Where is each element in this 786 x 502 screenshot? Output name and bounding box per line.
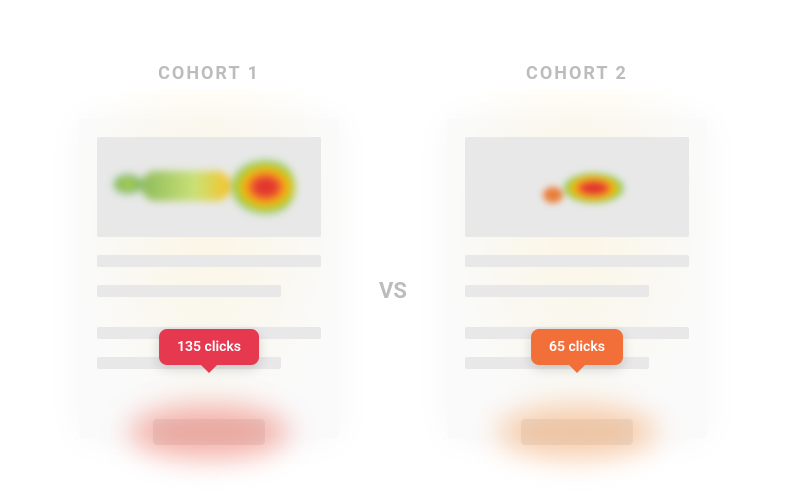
cohort-2-card: 65 clicks (447, 119, 707, 439)
cohort-1-button-placeholder (153, 419, 265, 445)
button-heat-glow (497, 405, 657, 459)
tooltip-label: 65 clicks (549, 339, 605, 355)
cohort-2-hero-placeholder (465, 137, 689, 237)
tooltip-label: 135 clicks (177, 339, 241, 355)
vs-label: VS (379, 279, 407, 304)
cohort-1-hero-placeholder (97, 137, 321, 237)
cohort-2-heatmap (465, 137, 689, 237)
cohort-2-clicks-tooltip: 65 clicks (531, 329, 623, 365)
text-line-placeholder (465, 255, 689, 267)
cohort-1-clicks-tooltip: 135 clicks (159, 329, 259, 365)
cohort-1-card: 135 clicks (79, 119, 339, 439)
cohort-1-column: COHORT 1 (69, 63, 349, 439)
cohort-2-title: COHORT 2 (526, 63, 628, 84)
text-line-placeholder (465, 285, 649, 297)
button-heat-glow (129, 405, 289, 459)
cohort-2-button-placeholder (521, 419, 633, 445)
cohort-1-heatmap (97, 137, 321, 237)
comparison-container: COHORT 1 (0, 0, 786, 502)
text-line-placeholder (97, 255, 321, 267)
cohort-2-column: COHORT 2 (437, 63, 717, 439)
cohort-1-title: COHORT 1 (158, 63, 260, 84)
text-line-placeholder (97, 285, 281, 297)
